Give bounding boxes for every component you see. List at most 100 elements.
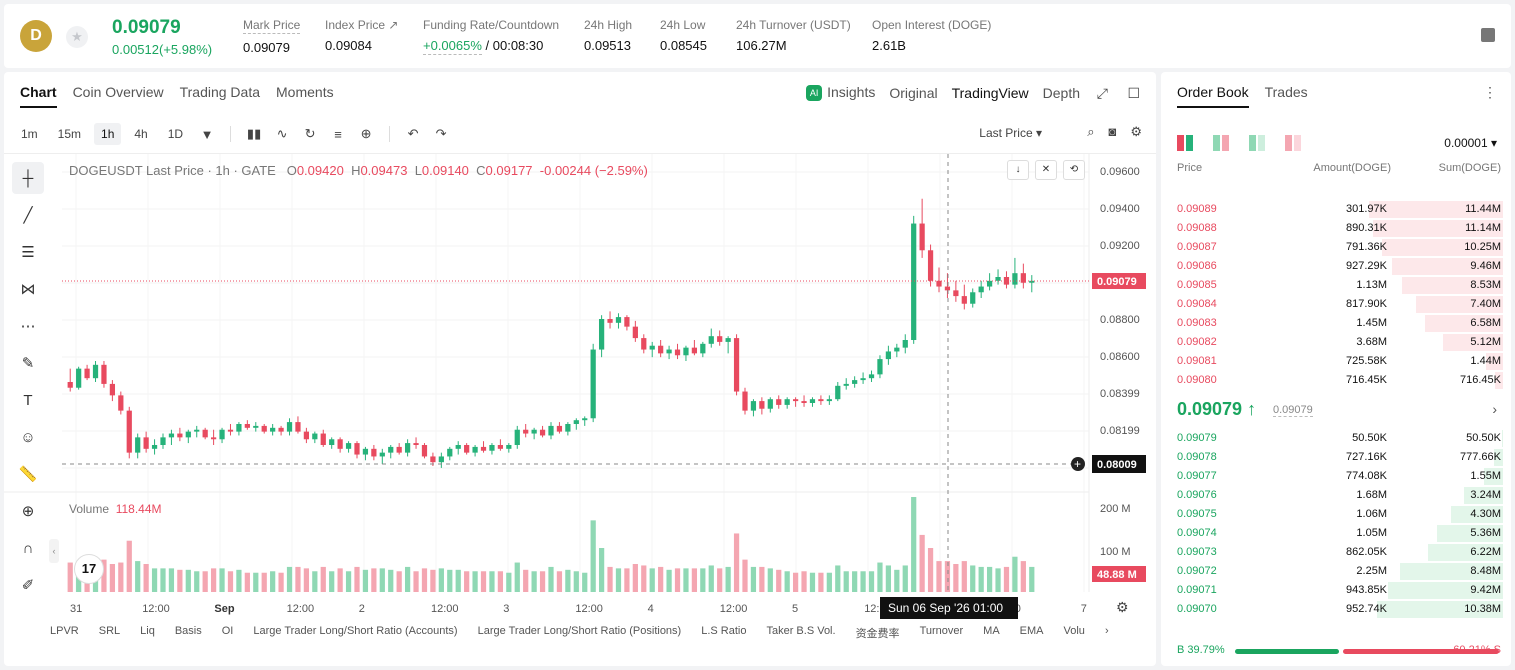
- candle-body[interactable]: [961, 296, 967, 304]
- candle-body[interactable]: [733, 338, 740, 392]
- candle-body[interactable]: [539, 429, 546, 436]
- candle-body[interactable]: [792, 399, 799, 402]
- candle-body[interactable]: [168, 433, 175, 438]
- candle-body[interactable]: [995, 277, 1001, 281]
- candle-body[interactable]: [750, 401, 757, 411]
- candle-body[interactable]: [396, 446, 402, 453]
- candle-body[interactable]: [354, 443, 360, 455]
- trend-line-icon[interactable]: ╱: [23, 207, 33, 224]
- candle-body[interactable]: [337, 439, 343, 449]
- candle-body[interactable]: [809, 399, 816, 403]
- candle-body[interactable]: [320, 433, 326, 445]
- candle-body[interactable]: [835, 385, 841, 400]
- candle-body[interactable]: [582, 418, 588, 421]
- candle-body[interactable]: [109, 383, 116, 396]
- indicator-ema[interactable]: EMA: [1019, 625, 1044, 637]
- emoji-icon[interactable]: ☺: [20, 428, 36, 446]
- indicator-volume[interactable]: Volu: [1063, 625, 1085, 637]
- tab-trading-data[interactable]: Trading Data: [179, 84, 261, 100]
- candle-body[interactable]: [404, 443, 411, 453]
- bid-row[interactable]: 0.09073 862.05K 6.22M: [1161, 543, 1511, 562]
- add-order-icon[interactable]: [1071, 457, 1085, 471]
- candle-body[interactable]: [514, 429, 520, 445]
- candle-body[interactable]: [455, 445, 461, 449]
- ask-row[interactable]: 0.09087 791.36K 10.25M: [1161, 238, 1511, 257]
- indicator-basis[interactable]: Basis: [174, 625, 202, 637]
- ask-row[interactable]: 0.09085 1.13M 8.53M: [1161, 276, 1511, 295]
- redo-icon[interactable]: ↷: [435, 126, 447, 141]
- candle-body[interactable]: [379, 452, 385, 457]
- candle-body[interactable]: [177, 433, 183, 438]
- candle-body[interactable]: [270, 427, 276, 432]
- ask-row[interactable]: 0.09083 1.45M 6.58M: [1161, 314, 1511, 333]
- candle-body[interactable]: [92, 364, 99, 379]
- candle-body[interactable]: [1020, 273, 1026, 283]
- candle-body[interactable]: [615, 317, 622, 323]
- bid-row[interactable]: 0.09071 943.85K 9.42M: [1161, 581, 1511, 600]
- candle-body[interactable]: [641, 338, 647, 350]
- window-icon[interactable]: ☐: [1127, 85, 1140, 101]
- candle-body[interactable]: [944, 286, 951, 291]
- candle-body[interactable]: [67, 382, 73, 388]
- candle-body[interactable]: [868, 374, 875, 379]
- candle-body[interactable]: [607, 319, 613, 323]
- indicators-icon[interactable]: ∿: [276, 126, 288, 141]
- candle-body[interactable]: [219, 429, 225, 440]
- candle-body[interactable]: [818, 399, 824, 402]
- time-axis-settings-icon[interactable]: ⚙: [1116, 599, 1129, 615]
- indicator-ma[interactable]: MA: [983, 625, 1000, 637]
- ask-row[interactable]: 0.09084 817.90K 7.40M: [1161, 295, 1511, 314]
- ask-row[interactable]: 0.09082 3.68M 5.12M: [1161, 333, 1511, 352]
- candle-body[interactable]: [970, 292, 976, 304]
- candle-body[interactable]: [497, 445, 504, 449]
- candle-body[interactable]: [784, 399, 790, 405]
- interval-15m[interactable]: 15m: [57, 127, 82, 141]
- view-depth[interactable]: Depth: [1042, 84, 1080, 101]
- candle-body[interactable]: [877, 359, 883, 375]
- candle-body[interactable]: [84, 368, 90, 379]
- fib-icon[interactable]: ☰: [21, 244, 35, 261]
- candle-body[interactable]: [700, 343, 706, 354]
- candle-body[interactable]: [658, 345, 664, 354]
- candle-body[interactable]: [286, 422, 293, 432]
- candle-body[interactable]: [472, 446, 478, 453]
- view-original[interactable]: Original: [889, 84, 938, 101]
- candle-body[interactable]: [118, 395, 124, 411]
- candle-body[interactable]: [674, 349, 681, 356]
- candle-body[interactable]: [894, 347, 900, 352]
- candle-body[interactable]: [843, 383, 849, 386]
- pattern-icon[interactable]: ⋈: [20, 281, 36, 298]
- interval-1h[interactable]: 1h: [94, 123, 122, 145]
- book-mode-both-icon[interactable]: [1177, 135, 1193, 151]
- ask-row[interactable]: 0.09089 301.97K 11.44M: [1161, 200, 1511, 219]
- candle-body[interactable]: [986, 280, 993, 287]
- candle-body[interactable]: [464, 445, 470, 453]
- candle-type-icon[interactable]: ▮▮: [246, 126, 262, 141]
- candle-body[interactable]: [303, 431, 310, 440]
- candle-body[interactable]: [556, 425, 563, 432]
- brush-icon[interactable]: ✎: [21, 355, 35, 372]
- candle-body[interactable]: [573, 420, 579, 424]
- candle-body[interactable]: [506, 445, 512, 449]
- ask-row[interactable]: 0.09088 890.31K 11.14M: [1161, 219, 1511, 238]
- indicator-liq[interactable]: Liq: [140, 625, 155, 637]
- precision-select[interactable]: 0.00001 ▾: [1444, 136, 1497, 150]
- candle-body[interactable]: [1012, 273, 1018, 285]
- candle-body[interactable]: [371, 448, 377, 457]
- interval-1d[interactable]: 1D: [167, 127, 184, 141]
- candle-body[interactable]: [978, 286, 984, 293]
- candle-body[interactable]: [717, 336, 723, 342]
- add-alert-icon[interactable]: ⊕: [360, 126, 372, 141]
- candle-body[interactable]: [480, 446, 487, 451]
- interval-dropdown-icon[interactable]: ▼: [200, 126, 214, 142]
- candle-body[interactable]: [911, 223, 917, 340]
- indicator-ls-accounts[interactable]: Large Trader Long/Short Ratio (Accounts): [253, 625, 458, 637]
- candle-body[interactable]: [927, 250, 934, 281]
- candle-body[interactable]: [160, 437, 166, 445]
- collapse-icon[interactable]: ✕: [1035, 160, 1057, 180]
- tab-order-book[interactable]: Order Book: [1177, 84, 1249, 108]
- candle-body[interactable]: [523, 429, 529, 434]
- candle-body[interactable]: [860, 378, 866, 381]
- candle-body[interactable]: [185, 431, 191, 438]
- candle-body[interactable]: [202, 429, 208, 438]
